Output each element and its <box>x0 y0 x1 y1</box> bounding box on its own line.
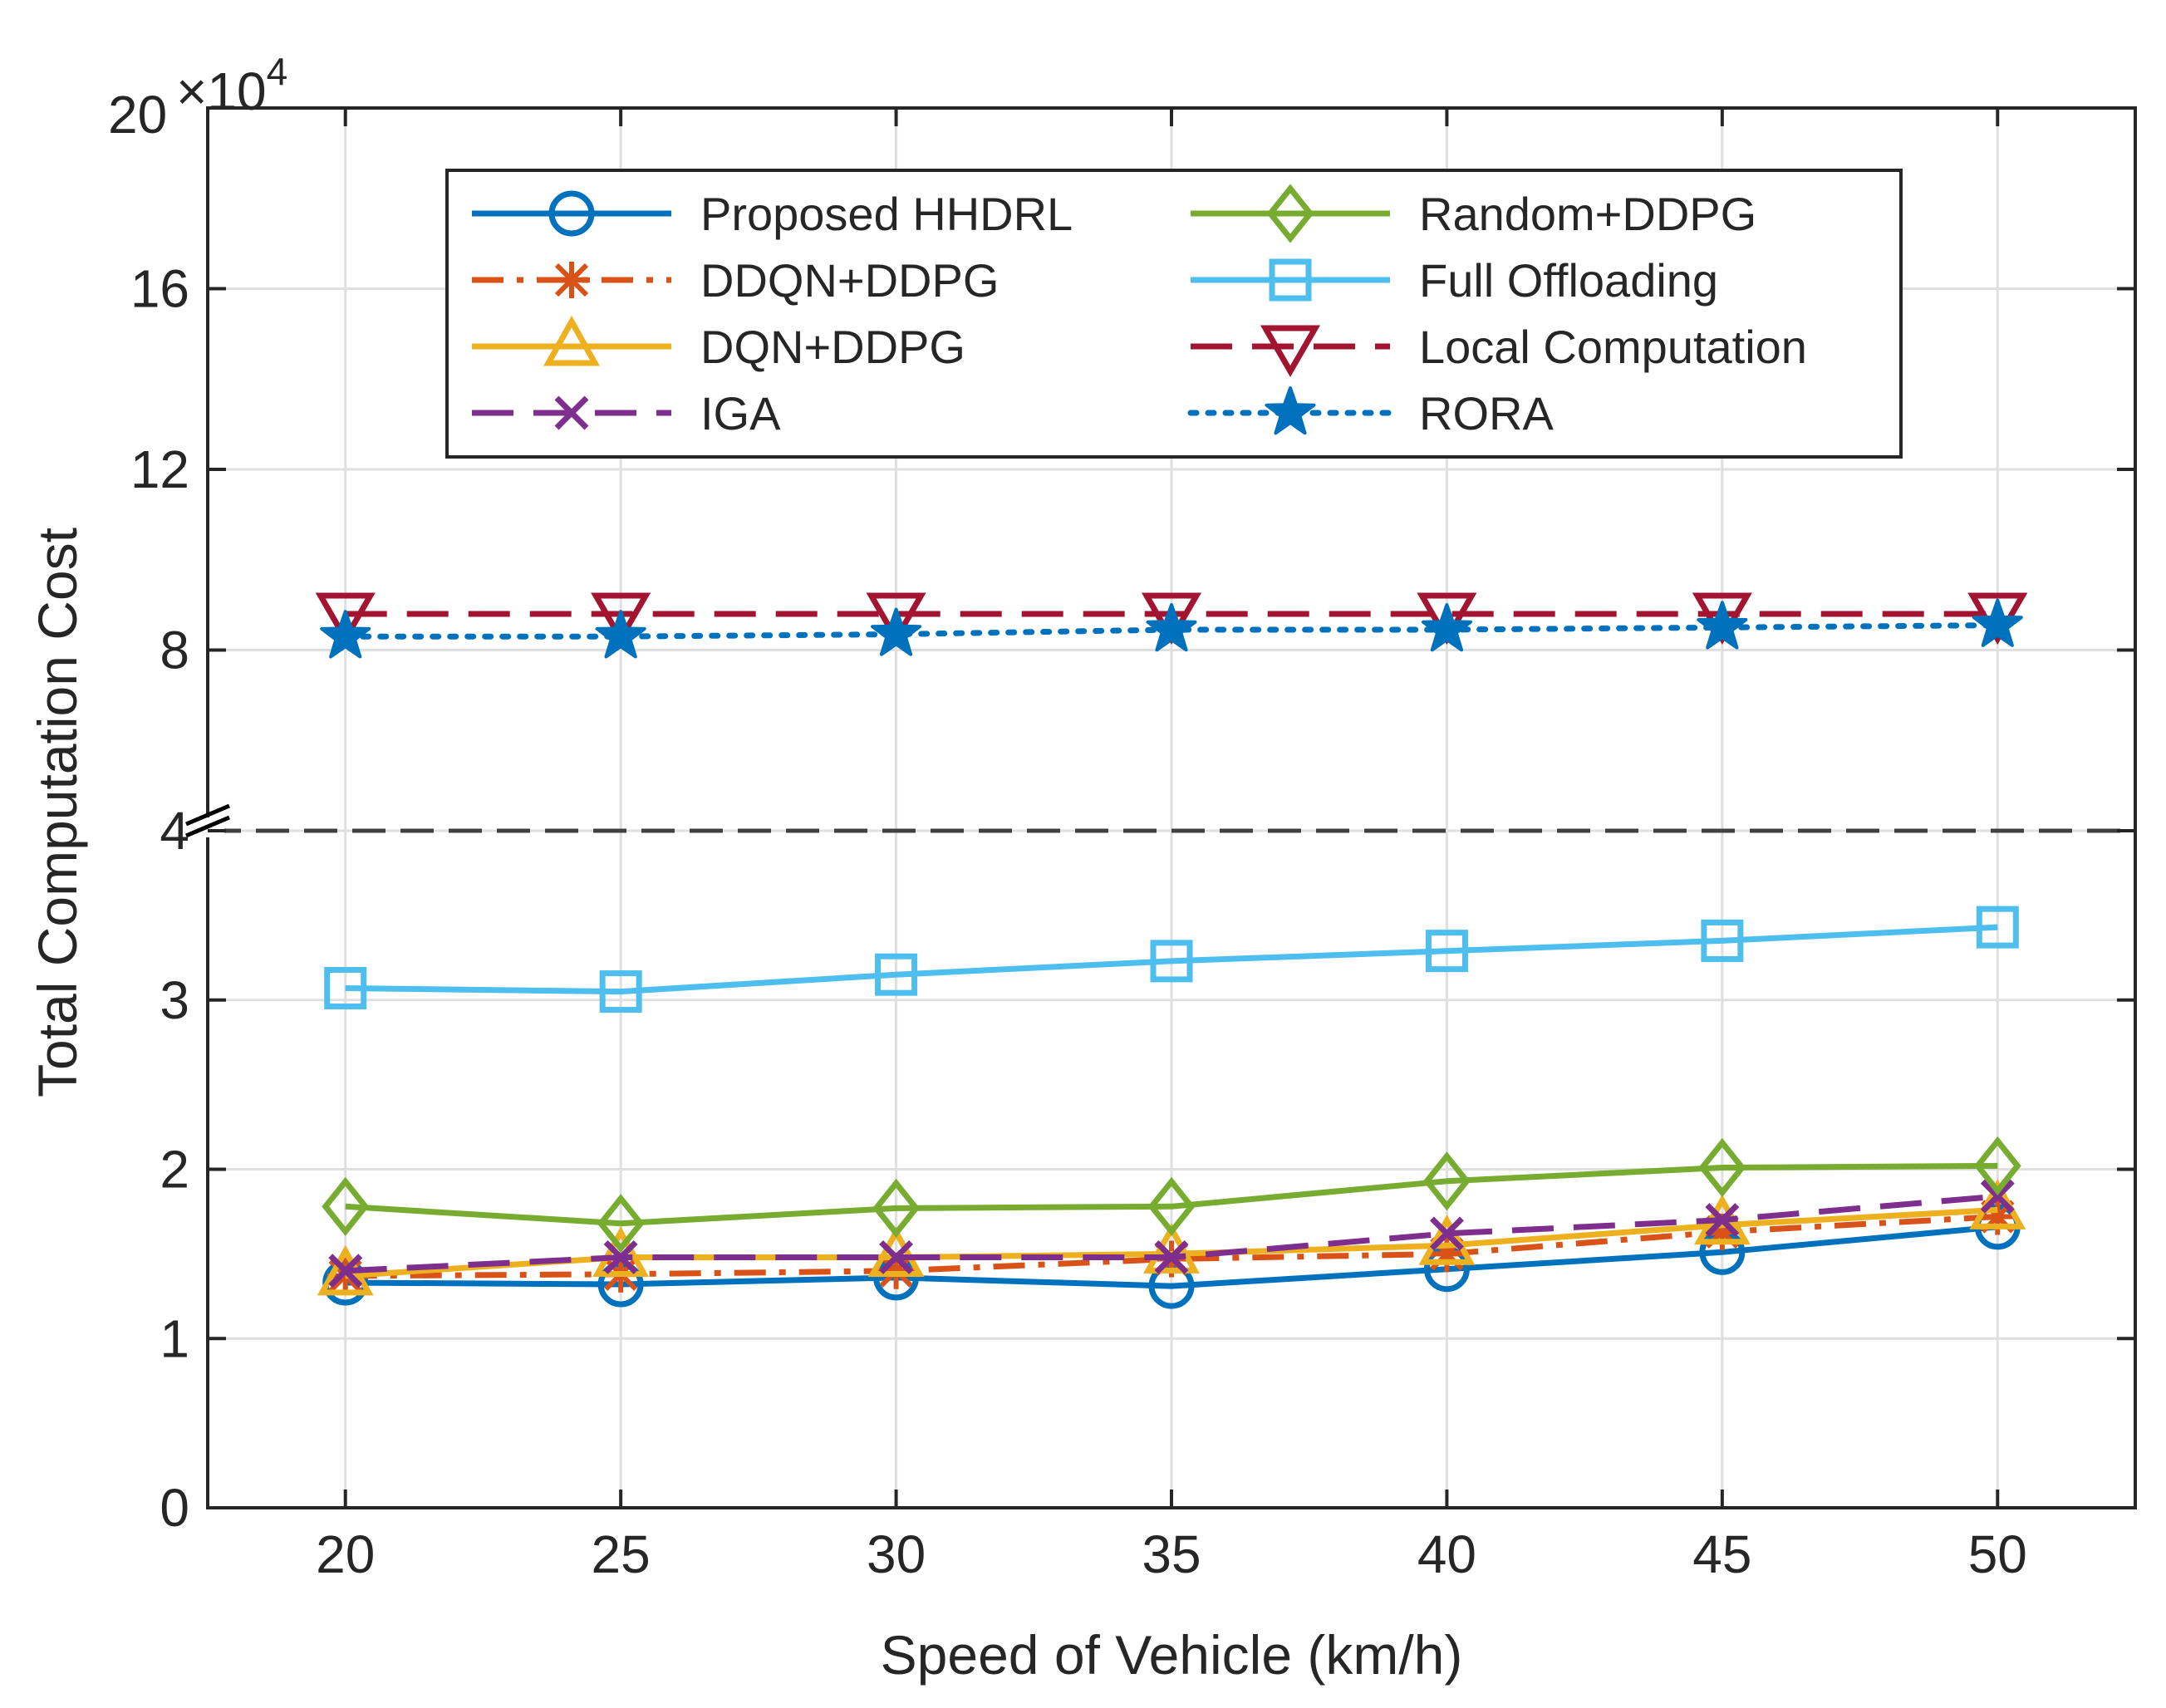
legend-entry: Local Computation <box>1191 321 1807 378</box>
legend-label: RORA <box>1419 387 1554 439</box>
data-point <box>1146 603 1197 652</box>
y-tick-label: 16 <box>130 259 189 319</box>
data-point <box>871 607 922 656</box>
x-tick-label: 45 <box>1692 1524 1751 1584</box>
legend-entry: DQN+DDPG <box>472 315 965 373</box>
y-tick-label: 2 <box>160 1140 189 1200</box>
data-point <box>1698 1137 1746 1198</box>
legend-marker <box>548 190 595 237</box>
legend-label: DDQN+DDPG <box>700 254 999 307</box>
x-tick-label: 20 <box>316 1524 375 1584</box>
x-tick-label: 50 <box>1968 1524 2027 1584</box>
data-point <box>1976 906 2019 949</box>
y-axis-title: Total Computation Cost <box>27 528 88 1097</box>
series-iga <box>328 1179 2015 1288</box>
series-line <box>345 924 1998 995</box>
data-point <box>1422 1151 1471 1211</box>
legend-marker <box>1266 184 1314 243</box>
y-tick-label: 1 <box>160 1308 189 1368</box>
legend-label: DQN+DDPG <box>700 321 965 373</box>
legend-label: Proposed HHDRL <box>700 188 1073 240</box>
legend-entry: IGA <box>472 387 781 439</box>
data-point <box>1417 592 1477 645</box>
data-point <box>1429 1216 1464 1251</box>
data-point <box>875 953 918 996</box>
data-point <box>595 610 646 659</box>
data-point <box>1973 1136 2021 1196</box>
series-rora <box>320 598 2023 659</box>
legend-marker <box>1265 386 1316 435</box>
data-point <box>866 592 926 645</box>
legend-entry: Full Offloading <box>1191 254 1718 307</box>
data-point <box>867 1226 925 1277</box>
data-point <box>591 592 651 645</box>
data-point <box>1421 603 1472 652</box>
legend-marker <box>1269 258 1312 302</box>
y-tick-label: 20 <box>108 85 167 145</box>
data-point <box>320 610 371 659</box>
legend-marker <box>553 262 590 298</box>
data-point <box>315 592 376 645</box>
data-point <box>1697 601 1748 650</box>
legend-entry: RORA <box>1187 386 1554 439</box>
legend-marker <box>1260 325 1321 378</box>
y-multiplier-exponent: 4 <box>267 50 288 93</box>
y-tick-label: 0 <box>160 1478 189 1538</box>
y-multiplier-base: ×10 <box>176 61 267 121</box>
y-tick-label: 8 <box>160 621 189 680</box>
data-point <box>1972 598 2023 647</box>
y-tick-label: 4 <box>160 801 189 861</box>
data-point <box>1150 940 1193 983</box>
data-point <box>1705 1203 1740 1238</box>
axis-break-mark <box>185 815 230 838</box>
data-point <box>1692 592 1752 645</box>
x-tick-label: 25 <box>592 1524 651 1584</box>
data-point <box>879 1239 914 1274</box>
data-point <box>599 970 642 1014</box>
legend-entry: Proposed HHDRL <box>472 188 1073 240</box>
data-point <box>1154 1239 1189 1274</box>
legend-marker <box>554 395 589 430</box>
series-line <box>345 1162 1998 1227</box>
data-point <box>1425 930 1468 973</box>
x-tick-label: 35 <box>1142 1524 1201 1584</box>
legend-box <box>445 169 1903 459</box>
y-tick-label: 12 <box>130 439 189 499</box>
data-point <box>328 1254 363 1288</box>
series-layer <box>315 592 2028 1309</box>
data-point <box>597 1194 645 1254</box>
x-tick-label: 40 <box>1417 1524 1476 1584</box>
data-point <box>603 1239 638 1274</box>
legend-marker <box>543 315 600 366</box>
data-point <box>322 1176 370 1236</box>
legend-label: Random+DDPG <box>1419 188 1756 240</box>
data-point <box>324 966 367 1009</box>
legend-label: Local Computation <box>1419 321 1807 373</box>
legend-label: Full Offloading <box>1419 254 1718 307</box>
legend-label: IGA <box>700 387 781 439</box>
legend: Proposed HHDRL DDQN+DDPG DQN+DDPG IGA Random… <box>445 169 1903 459</box>
data-point <box>1147 1176 1196 1236</box>
x-axis-title: Speed of Vehicle (km/h) <box>881 1624 1463 1686</box>
y-multiplier: ×104 <box>176 50 287 121</box>
data-point <box>592 1226 650 1277</box>
legend-entry: Random+DDPG <box>1191 184 1756 243</box>
y-tick-label: 3 <box>160 970 189 1030</box>
data-point <box>1701 919 1744 962</box>
data-point <box>872 1178 921 1238</box>
axis-break-mark <box>185 803 230 827</box>
legend-entry: DDQN+DDPG <box>472 254 999 307</box>
series-random-ddpg <box>322 1136 2021 1254</box>
series-full-offloading <box>324 906 2019 1014</box>
data-point <box>1141 592 1202 645</box>
data-point <box>1980 1179 2015 1214</box>
x-tick-label: 30 <box>867 1524 926 1584</box>
